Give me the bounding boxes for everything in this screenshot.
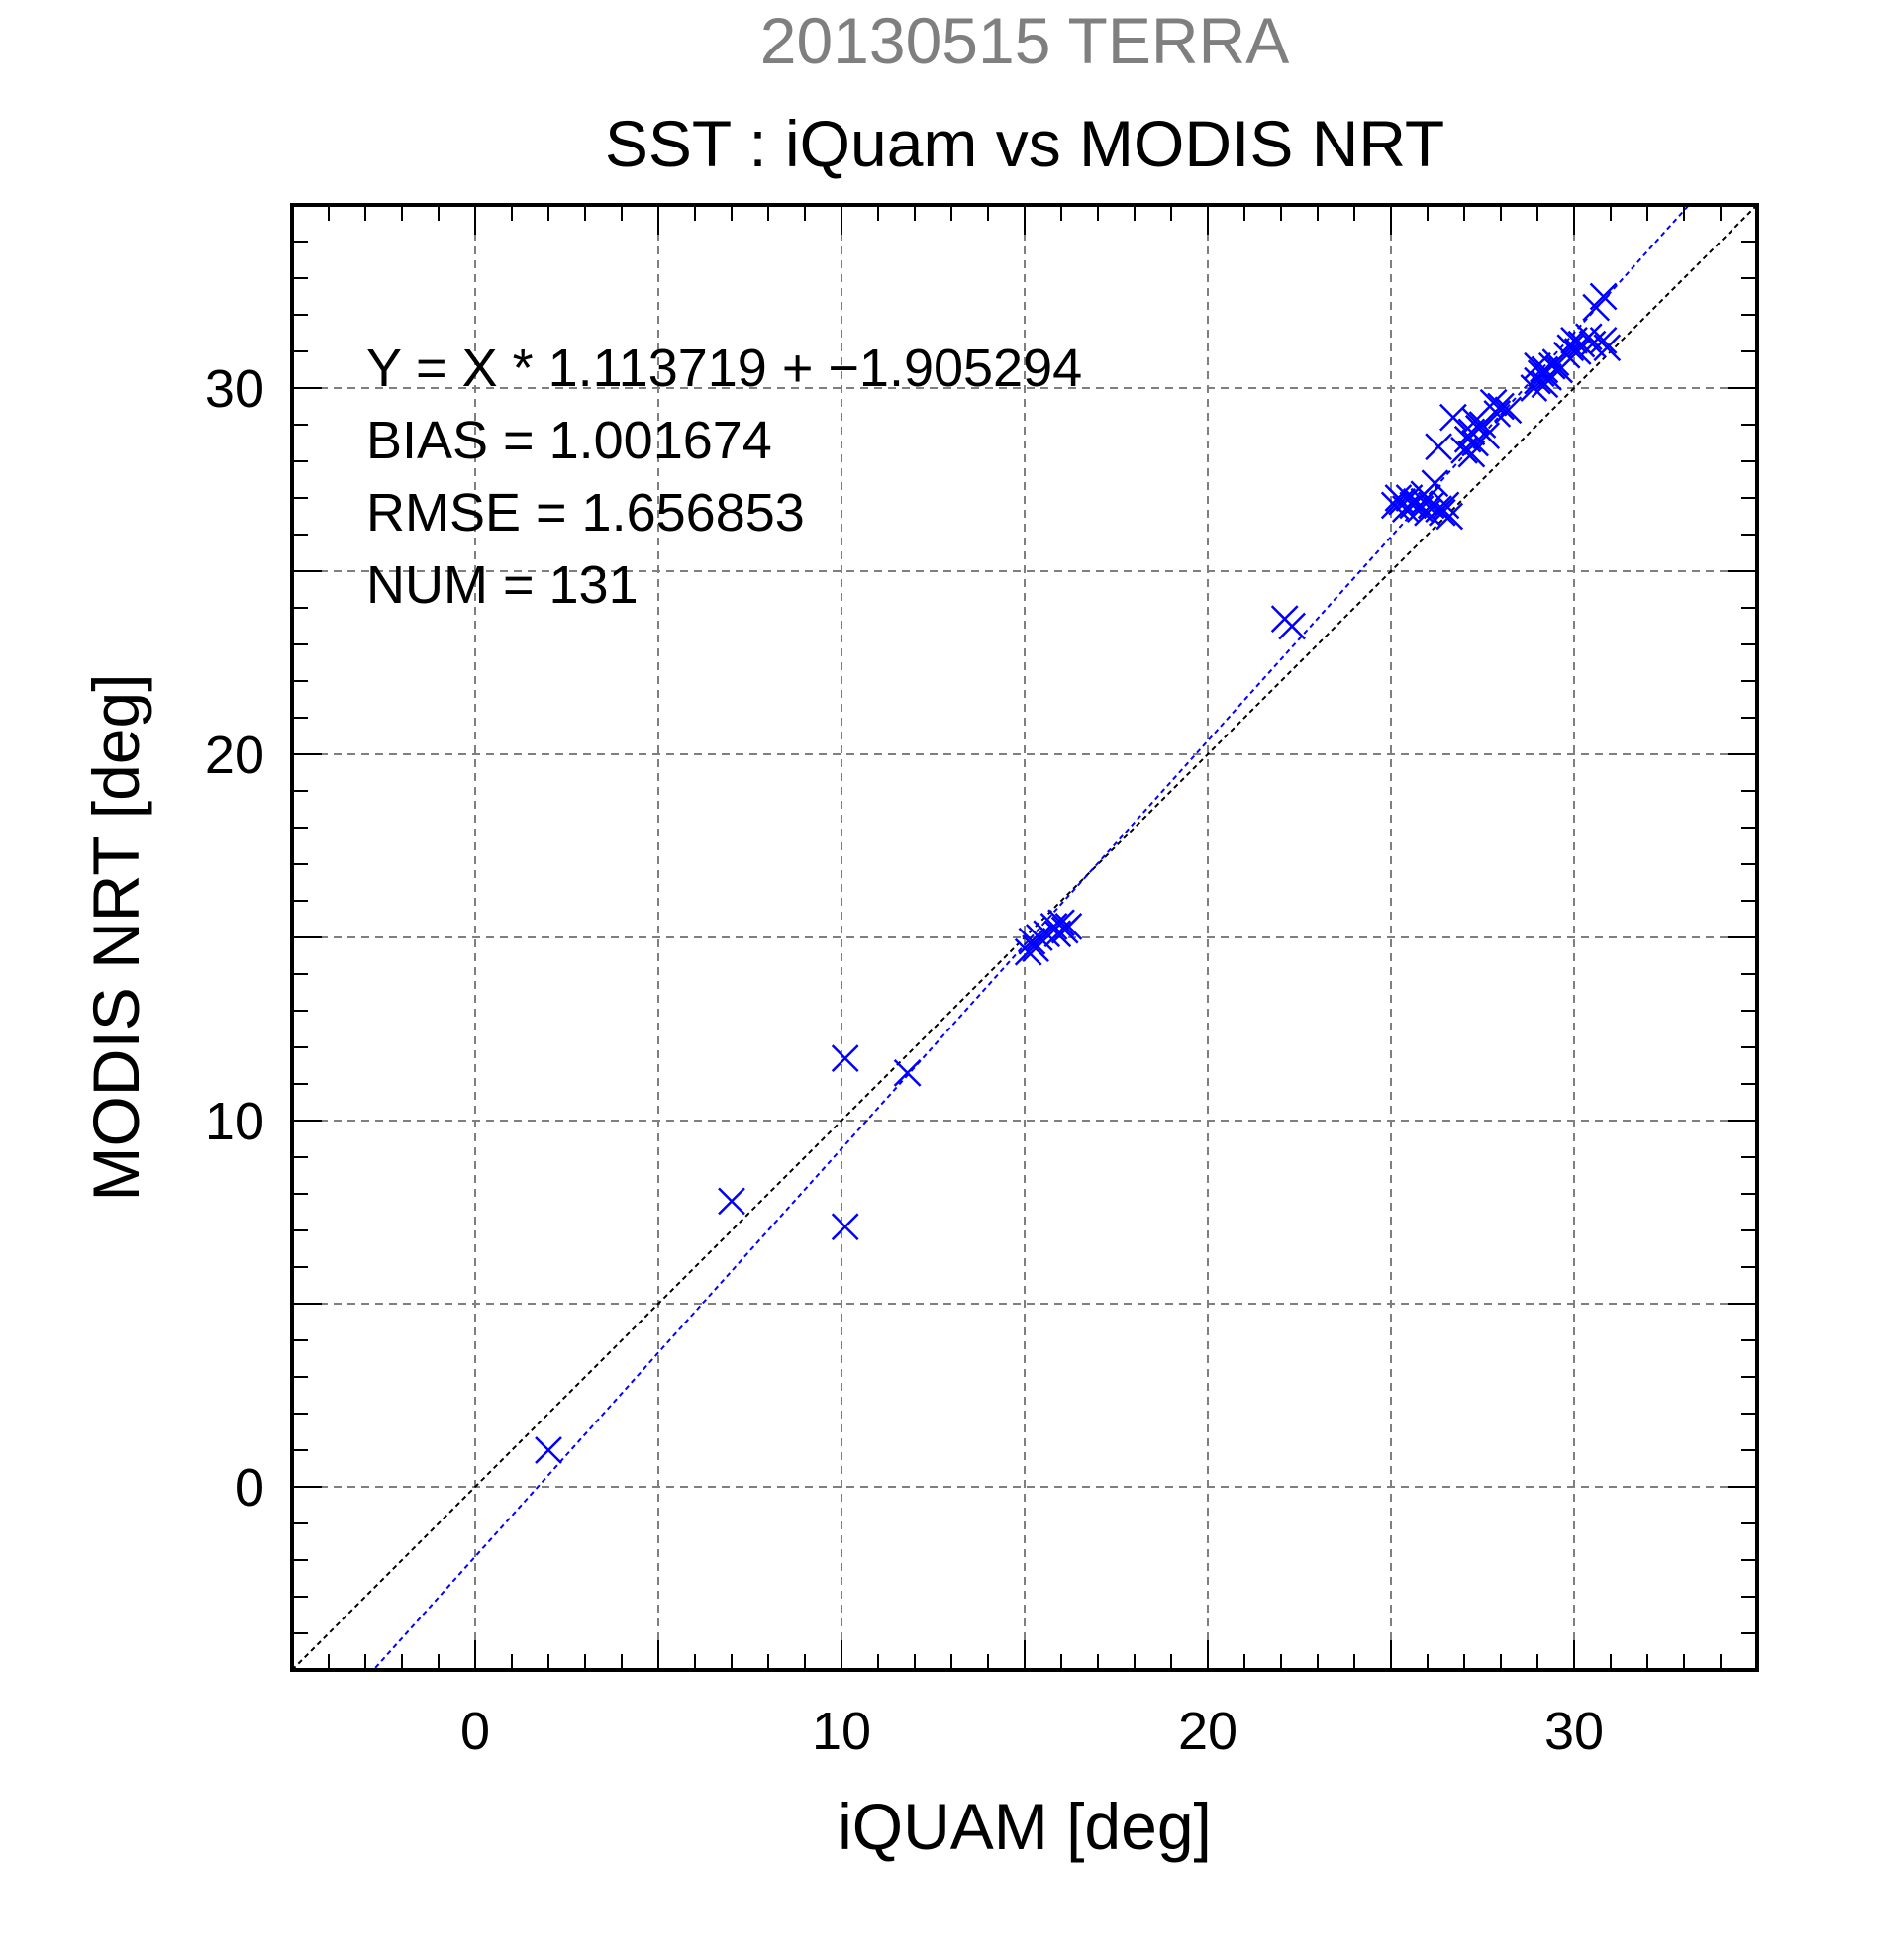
stats-equation: Y = X * 1.113719 + −1.905294 — [366, 339, 1082, 398]
plot-frame — [290, 203, 1759, 1672]
data-point — [1487, 392, 1515, 421]
y-tick-label: 0 — [235, 1458, 264, 1518]
data-point — [1425, 433, 1452, 461]
data-point — [1457, 440, 1486, 468]
stats-num: NUM = 131 — [366, 555, 639, 615]
y-tick-label: 30 — [205, 359, 264, 419]
y-tick-label: 10 — [205, 1092, 264, 1151]
stats-bias: BIAS = 1.001674 — [366, 411, 772, 470]
data-point — [831, 1213, 859, 1241]
data-point — [1436, 502, 1464, 531]
data-point — [1472, 422, 1501, 449]
data-point — [1278, 612, 1306, 640]
x-tick-label: 0 — [460, 1702, 490, 1761]
data-point — [1524, 351, 1551, 380]
data-point — [1552, 341, 1581, 369]
chart-supertitle: 20130515 TERRA — [760, 4, 1289, 77]
data-points — [535, 282, 1622, 1464]
data-point — [535, 1436, 562, 1464]
chart-title: SST : iQuam vs MODIS NRT — [605, 107, 1444, 180]
data-point — [1494, 396, 1523, 425]
grid-lines — [292, 205, 1757, 1670]
x-tick-label: 30 — [1544, 1702, 1604, 1761]
data-point — [1479, 388, 1508, 417]
data-point — [1410, 487, 1438, 516]
data-point — [831, 1044, 859, 1072]
data-point — [1018, 927, 1046, 955]
data-point — [1054, 913, 1083, 940]
tick-labels: 0 10 20 30 0 10 20 30 — [205, 359, 1604, 1761]
data-point — [1025, 924, 1053, 951]
x-axis-label: iQUAM [deg] — [838, 1790, 1212, 1863]
fit-line — [371, 205, 1691, 1670]
data-point — [1388, 487, 1416, 516]
data-point — [1563, 338, 1592, 365]
data-point — [1589, 327, 1618, 354]
y-axis-label: MODIS NRT [deg] — [79, 673, 152, 1201]
data-point — [1022, 934, 1049, 962]
stats-rmse: RMSE = 1.656853 — [366, 483, 805, 542]
data-point — [1483, 400, 1512, 428]
data-point — [1040, 913, 1068, 940]
data-point — [1589, 282, 1618, 311]
x-tick-label: 10 — [812, 1702, 871, 1761]
data-point — [1047, 909, 1075, 937]
data-point — [1531, 370, 1559, 399]
y-tick-label: 20 — [205, 726, 264, 785]
axis-ticks — [292, 205, 1757, 1670]
data-point — [893, 1059, 922, 1087]
data-point — [718, 1187, 745, 1216]
x-tick-label: 20 — [1178, 1702, 1238, 1761]
data-point — [1593, 334, 1622, 362]
stats-box: Y = X * 1.113719 + −1.905294 BIAS = 1.00… — [366, 339, 1082, 615]
data-point — [1421, 469, 1449, 498]
